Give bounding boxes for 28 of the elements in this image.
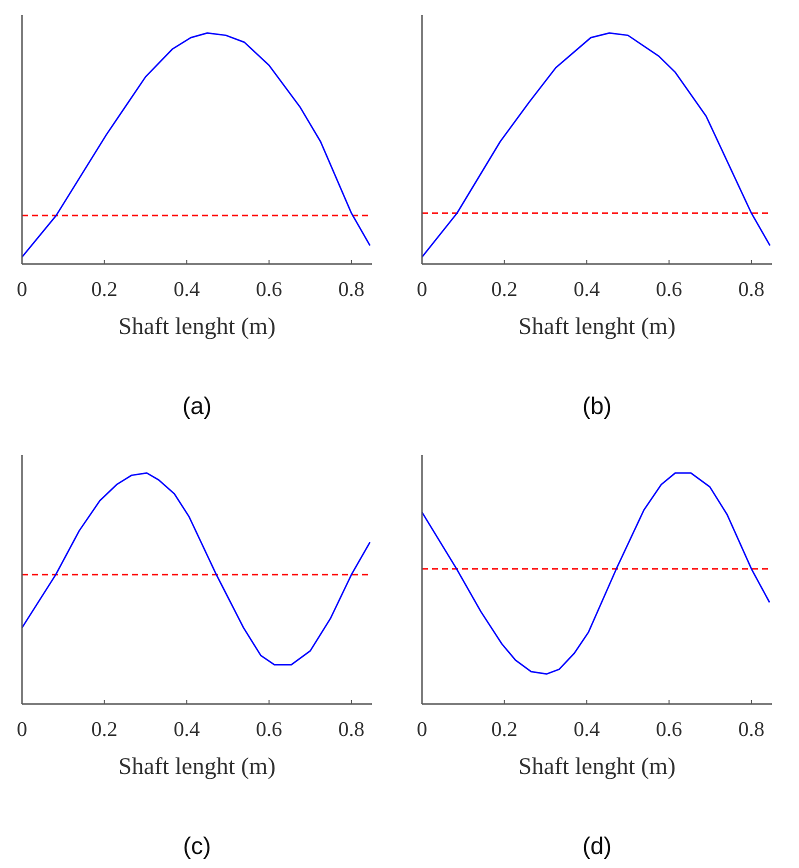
text: (d) — [582, 833, 612, 860]
text: (b) — [582, 393, 612, 420]
x-tick-label: 0 — [416, 717, 428, 741]
x-tick-label: 0.8 — [338, 277, 365, 301]
x-tick-label: 0.4 — [174, 277, 200, 301]
x-tick-label: 0.6 — [256, 277, 282, 301]
x-tick-label: 0.6 — [656, 717, 682, 741]
x-tick-label: 0.2 — [491, 277, 518, 301]
x-axis-title: Shaft lenght (m) — [518, 314, 676, 340]
x-tick-label: 0.4 — [174, 717, 200, 741]
text: (a) — [182, 393, 212, 420]
x-tick-label: 0.8 — [738, 717, 765, 741]
x-tick-label: 0.4 — [574, 277, 600, 301]
x-axis-title: Shaft lenght (m) — [518, 754, 676, 780]
x-tick-label: 0.4 — [574, 717, 600, 741]
x-tick-label: 0.6 — [656, 277, 682, 301]
x-axis-title: Shaft lenght (m) — [118, 314, 276, 340]
x-tick-label: 0.2 — [91, 717, 118, 741]
x-axis-title: Shaft lenght (m) — [118, 754, 276, 780]
text: (c) — [183, 833, 211, 860]
x-tick-label: 0.8 — [738, 277, 765, 301]
x-tick-label: 0 — [16, 717, 28, 741]
x-tick-label: 0.6 — [256, 717, 282, 741]
x-tick-label: 0.2 — [91, 277, 118, 301]
x-tick-label: 0 — [16, 277, 28, 301]
x-tick-label: 0 — [416, 277, 428, 301]
x-tick-label: 0.8 — [338, 717, 365, 741]
x-tick-label: 0.2 — [491, 717, 518, 741]
